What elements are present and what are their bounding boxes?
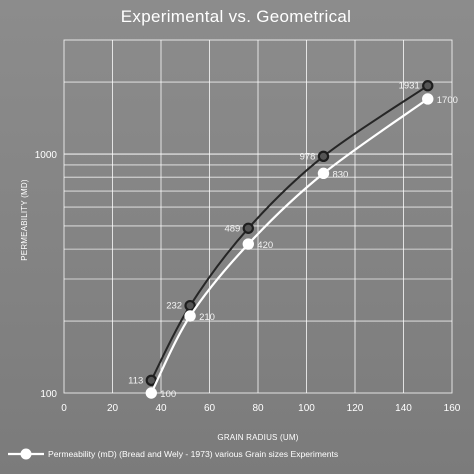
plot-grid <box>63 39 453 394</box>
white-series-marker <box>145 387 158 399</box>
white-data-label: 210 <box>199 312 215 323</box>
y-axis-ticks: 100 1000 <box>35 150 58 400</box>
x-tick-label: 20 <box>107 403 119 414</box>
series-layer: 113 232 489 978 1931 100 210 420 830 1700 <box>128 80 458 400</box>
white-data-label: 1700 <box>437 95 458 106</box>
legend: Permeability (mD) (Bread and Wely - 1973… <box>8 448 338 460</box>
white-series-marker <box>422 93 434 105</box>
x-tick-label: 140 <box>395 403 412 414</box>
x-tick-label: 100 <box>298 403 315 414</box>
white-data-label: 830 <box>332 169 348 180</box>
white-series-marker <box>317 167 330 180</box>
white-series-marker <box>242 238 255 250</box>
dark-series-marker <box>145 374 157 387</box>
y-tick-label: 1000 <box>35 150 58 161</box>
dark-series-marker <box>422 80 434 92</box>
x-axis-label: GRAIN RADIUS (UM) <box>217 433 298 442</box>
x-tick-label: 160 <box>444 403 461 414</box>
dark-data-label: 978 <box>300 151 316 162</box>
white-data-label: 420 <box>257 240 273 251</box>
y-tick-label: 100 <box>40 389 57 400</box>
legend-label: Permeability (mD) (Bread and Wely - 1973… <box>48 449 338 459</box>
dark-data-label: 1931 <box>399 81 420 92</box>
dark-data-label: 489 <box>224 223 240 234</box>
x-tick-label: 80 <box>252 403 264 414</box>
dark-data-label: 113 <box>128 375 143 386</box>
dark-series-marker <box>317 150 330 163</box>
x-tick-label: 40 <box>155 403 167 414</box>
white-series-marker <box>184 310 196 322</box>
dark-series-marker <box>242 222 254 234</box>
legend-marker <box>20 448 32 460</box>
x-tick-label: 60 <box>204 403 216 414</box>
x-axis-ticks: 0 20 40 60 80 100 120 140 160 <box>61 403 461 414</box>
series-dark-line <box>150 84 429 381</box>
series-white-line <box>150 98 429 394</box>
dark-data-label: 232 <box>166 301 182 312</box>
x-tick-label: 0 <box>61 403 67 414</box>
dark-series-marker <box>184 299 196 312</box>
y-axis-label: PERMEABILITY (MD) <box>20 179 29 261</box>
chart-title: Experimental vs. Geometrical <box>121 7 351 26</box>
x-tick-label: 120 <box>347 403 364 414</box>
white-data-label: 100 <box>160 389 176 400</box>
